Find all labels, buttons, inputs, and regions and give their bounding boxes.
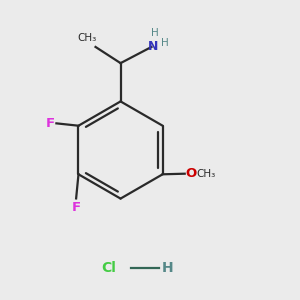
Text: Cl: Cl [101,261,116,275]
Text: CH₃: CH₃ [196,169,215,179]
Text: N: N [148,40,158,53]
Text: H: H [161,38,169,48]
Text: CH₃: CH₃ [78,33,97,43]
Text: F: F [46,117,55,130]
Text: O: O [186,167,197,180]
Text: F: F [72,201,81,214]
Text: H: H [162,261,173,275]
Text: H: H [152,28,159,38]
